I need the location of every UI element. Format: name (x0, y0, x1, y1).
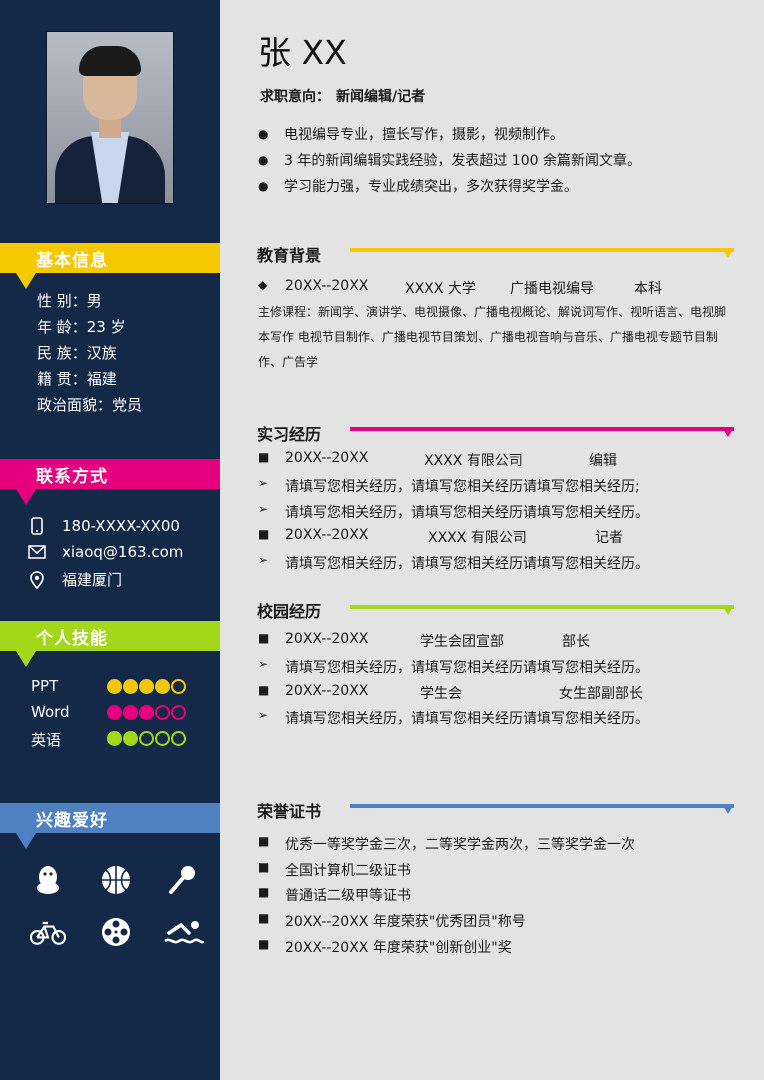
skill-label: PPT (31, 677, 59, 695)
hometown-text: 籍 贯：福建 (37, 370, 117, 388)
skill-dot-filled (139, 705, 154, 720)
skills-title: 个人技能 (36, 628, 108, 649)
profile-photo (46, 31, 174, 204)
skill-dot-filled (123, 731, 138, 746)
gender-text: 性 别：男 (37, 292, 102, 310)
political-status-text: 政治面貌：党员 (37, 396, 143, 414)
honors-rule (350, 804, 734, 808)
skill-dot-filled (107, 705, 122, 720)
internship-rule (350, 427, 734, 431)
location-icon (28, 570, 46, 589)
basic-info-banner: 基本信息 (0, 243, 220, 273)
hobbies-banner: 兴趣爱好 (0, 803, 220, 833)
skill-dot-filled (123, 705, 138, 720)
skill-dot-empty (171, 705, 186, 720)
candidate-name: 张 XX (258, 33, 347, 72)
qq-icon (30, 862, 66, 898)
phone-row: 180-XXXX-XX00 (28, 517, 180, 535)
location-row: 福建厦门 (28, 569, 122, 590)
bicycle-icon (30, 914, 66, 950)
skill-english: 英语 (31, 729, 201, 749)
hobbies-title: 兴趣爱好 (36, 810, 108, 831)
skill-dot-empty (139, 731, 154, 746)
sidebar: 基本信息 性 别：男 年 龄：23 岁 民 族：汉族 籍 贯：福建 政治面貌：党… (0, 0, 220, 1080)
internship-heading: 实习经历 (257, 425, 322, 444)
skill-dot-filled (107, 731, 122, 746)
mail-icon (28, 543, 46, 561)
skill-dot-filled (107, 679, 122, 694)
contact-title: 联系方式 (36, 466, 108, 487)
education-heading: 教育背景 (257, 246, 322, 265)
campus-rule (350, 605, 734, 609)
skill-rating (107, 731, 186, 746)
phone-text: 180-XXXX-XX00 (62, 517, 180, 535)
basketball-icon (98, 862, 134, 898)
skill-word: Word (31, 703, 201, 723)
intent-label: 求职意向： (260, 89, 330, 105)
skill-dot-empty (171, 679, 186, 694)
skill-dot-empty (155, 731, 170, 746)
microphone-icon (164, 862, 200, 898)
education-courses: 主修课程：新闻学、演讲学、电视摄像、广播电视概论、解说词写作、视听语言、电视脚本… (258, 305, 727, 369)
swimming-icon (162, 914, 206, 950)
skill-dot-empty (171, 731, 186, 746)
email-text: xiaoq@163.com (62, 543, 184, 561)
skill-rating (107, 679, 186, 694)
honors-heading: 荣誉证书 (257, 802, 322, 821)
campus-heading: 校园经历 (257, 602, 322, 621)
skill-label: 英语 (31, 731, 62, 749)
skill-label: Word (31, 703, 70, 721)
summary-item: ● 电视编导专业，擅长写作，摄影，视频制作。 (258, 127, 564, 143)
summary-item: ● 3 年的新闻编辑实践经验，发表超过 100 余篇新闻文章。 (258, 153, 641, 169)
skill-dot-filled (155, 679, 170, 694)
skill-dot-empty (155, 705, 170, 720)
skill-dot-filled (123, 679, 138, 694)
education-rule (350, 248, 734, 252)
intent-value: 新闻编辑/记者 (336, 89, 426, 105)
skills-banner: 个人技能 (0, 621, 220, 651)
skill-rating (107, 705, 186, 720)
contact-banner: 联系方式 (0, 459, 220, 489)
skill-dot-filled (139, 679, 154, 694)
location-text: 福建厦门 (62, 571, 123, 589)
phone-icon (28, 517, 46, 535)
skill-ppt: PPT (31, 677, 201, 697)
summary-item: ● 学习能力强，专业成绩突出，多次获得奖学金。 (258, 179, 578, 195)
age-text: 年 龄：23 岁 (37, 318, 126, 336)
email-row: xiaoq@163.com (28, 543, 183, 561)
film-reel-icon (98, 914, 134, 950)
basic-info-title: 基本信息 (36, 250, 108, 271)
ethnicity-text: 民 族：汉族 (37, 344, 117, 362)
